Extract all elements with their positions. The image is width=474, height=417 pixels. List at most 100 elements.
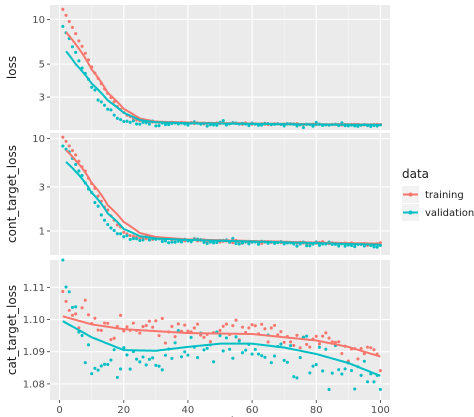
legend-title: data [402, 167, 429, 181]
data-point [67, 19, 71, 24]
data-point [311, 364, 315, 368]
smooth-line-validation [65, 50, 381, 126]
data-point [125, 119, 129, 123]
data-point [317, 243, 321, 247]
y-axis-label: loss [5, 56, 19, 79]
data-point [330, 371, 334, 375]
data-point [122, 346, 126, 350]
data-point [192, 326, 196, 330]
data-point [83, 298, 87, 302]
data-point [141, 325, 145, 329]
data-point [106, 321, 110, 325]
data-point [250, 323, 254, 327]
data-point [195, 356, 200, 360]
data-point [70, 148, 75, 153]
data-point [375, 245, 379, 249]
data-point [61, 258, 65, 262]
data-point [106, 222, 110, 227]
data-point [176, 322, 180, 326]
data-point [119, 367, 123, 371]
data-point [99, 364, 103, 368]
data-point [106, 362, 110, 367]
data-point [80, 306, 84, 310]
data-point [269, 326, 273, 330]
data-point [183, 350, 187, 354]
data-point [144, 363, 148, 367]
data-point [202, 240, 206, 244]
data-point [195, 322, 200, 326]
data-point [279, 342, 283, 346]
data-point [231, 236, 235, 240]
data-point [298, 356, 302, 360]
data-point [359, 347, 363, 351]
data-point [61, 289, 65, 294]
data-point [237, 242, 241, 246]
data-point [99, 328, 103, 332]
data-point [221, 119, 225, 123]
data-point [362, 359, 366, 363]
data-point [131, 234, 135, 238]
data-point [215, 240, 219, 245]
data-point [317, 342, 321, 346]
data-point [115, 375, 119, 379]
data-point [80, 334, 84, 338]
data-point [160, 368, 164, 372]
data-point [314, 334, 318, 338]
data-point [74, 153, 78, 157]
data-point [112, 113, 116, 117]
data-point [337, 368, 341, 372]
data-point [186, 353, 190, 357]
data-point [305, 342, 309, 346]
x-tick-label: 20 [117, 405, 130, 416]
data-point [102, 321, 107, 325]
y-tick-label: 5 [39, 60, 45, 71]
data-point [305, 334, 309, 338]
data-point [119, 232, 123, 236]
x-axis-label: epoch [202, 415, 239, 417]
data-point [308, 345, 312, 349]
data-point [138, 331, 142, 335]
data-point [369, 346, 373, 350]
data-point [61, 7, 65, 11]
data-point [205, 241, 209, 246]
data-point [102, 362, 107, 366]
data-point [154, 363, 158, 367]
data-point [74, 305, 78, 309]
legend-key-point [408, 192, 413, 197]
data-point [269, 361, 273, 365]
data-point [263, 355, 267, 359]
data-point [260, 354, 264, 358]
data-point [163, 353, 168, 357]
data-point [106, 107, 110, 111]
legend-label-validation: validation [425, 208, 474, 219]
data-point [112, 336, 116, 340]
data-point [340, 351, 344, 356]
data-point [157, 124, 161, 128]
data-point [96, 368, 100, 372]
data-point [96, 204, 100, 208]
data-point [231, 324, 235, 328]
y-tick-label: 1.11 [23, 283, 45, 294]
smooth-line-training [62, 315, 381, 358]
data-point [272, 354, 277, 358]
data-point [170, 240, 174, 244]
data-point [179, 240, 184, 244]
data-point [147, 122, 151, 126]
data-point [298, 346, 302, 350]
data-point [183, 323, 187, 327]
data-point [141, 238, 145, 242]
data-point [292, 375, 296, 379]
data-point [240, 351, 245, 355]
data-point [340, 372, 344, 376]
data-point [154, 124, 158, 128]
y-axis-label: cat_target_loss [5, 285, 19, 375]
data-point [86, 343, 91, 347]
data-point [96, 98, 100, 102]
data-point [131, 119, 135, 123]
data-point [125, 234, 129, 238]
data-point [173, 240, 177, 244]
data-point [163, 341, 168, 345]
data-point [372, 348, 376, 352]
data-point [333, 340, 338, 344]
